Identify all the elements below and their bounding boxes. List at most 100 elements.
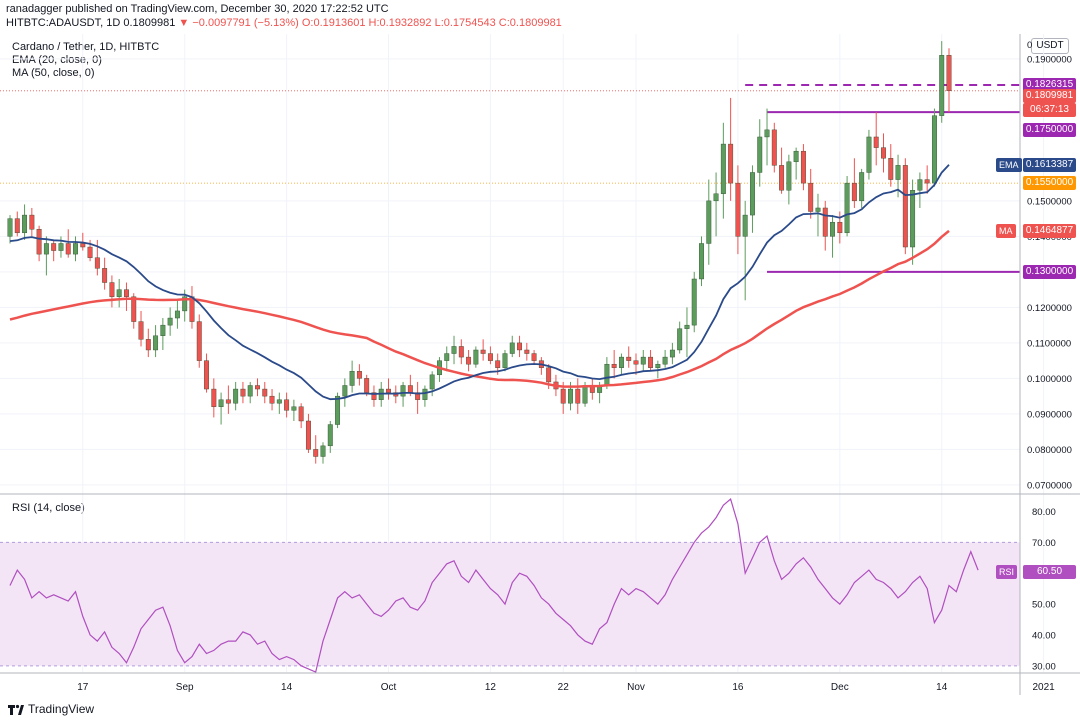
candle-body [648, 356, 654, 368]
candle [116, 278, 122, 308]
candle-body [116, 289, 122, 297]
candle [742, 200, 748, 301]
candle-body [822, 207, 828, 237]
pair-title[interactable]: Cardano / Tether, 1D, HITBTC [12, 41, 160, 53]
candle [356, 364, 362, 386]
level-low-tag[interactable]: 0.1300000 [1023, 264, 1076, 279]
candle-body [255, 385, 260, 390]
last-price: 0.1809981 [123, 17, 176, 29]
candle [902, 158, 908, 255]
last-price-tag[interactable]: 0.1809981 [1023, 88, 1076, 103]
candle [320, 442, 326, 464]
orange-level-tag[interactable]: 0.1550000 [1023, 176, 1076, 191]
candle-body [473, 349, 479, 365]
time-tick-label: 22 [558, 682, 570, 693]
time-tick-label: 14 [936, 682, 948, 693]
candle [706, 179, 712, 265]
candle-body [182, 296, 188, 312]
candle-body [757, 136, 763, 173]
candle-body [466, 356, 472, 365]
candle-body [400, 385, 406, 397]
candle [487, 346, 493, 365]
rsi-legend[interactable]: RSI (14, close) [12, 502, 85, 514]
candle [218, 392, 224, 425]
candle-body [371, 392, 377, 400]
candle [844, 176, 850, 237]
candle [757, 119, 763, 187]
candle [167, 307, 173, 336]
currency-badge[interactable]: USDT [1031, 38, 1069, 54]
candle-body [902, 165, 908, 248]
ma-tag-label: MA [996, 223, 1016, 238]
rsi-line [9, 498, 979, 673]
candle [422, 385, 428, 407]
candle-body [269, 395, 275, 404]
candle-body [866, 136, 872, 173]
price-tick-label: 0.0900000 [1027, 409, 1072, 420]
rsi-tick-label: 40.00 [1032, 630, 1056, 641]
candle [764, 108, 770, 166]
candle-body [233, 388, 239, 404]
candle [866, 129, 872, 180]
candle-body [779, 165, 785, 191]
candle [58, 236, 64, 258]
dashed-level-tag[interactable]: 0.1826315 [1023, 78, 1076, 92]
candle-body [509, 342, 515, 354]
candle-body [924, 179, 930, 184]
candle [589, 378, 595, 400]
candle [313, 435, 319, 464]
down-arrow-icon: ▼ [178, 17, 190, 29]
candle-body [160, 324, 166, 336]
level-high-tag[interactable]: 0.1750000 [1023, 123, 1076, 138]
candle [662, 349, 668, 368]
candle [728, 97, 734, 201]
candle-body [422, 388, 428, 400]
tradingview-logo-icon [8, 704, 24, 715]
candle [618, 353, 624, 375]
candle [51, 239, 57, 262]
candle [225, 385, 231, 414]
candle [342, 378, 348, 407]
candle-body [335, 395, 341, 425]
candle [881, 133, 886, 173]
candle [109, 275, 115, 308]
ma-legend[interactable]: MA (50, close, 0) [12, 67, 95, 79]
candle [262, 381, 268, 404]
candle-body [240, 388, 246, 397]
candle-body [546, 367, 552, 383]
price-change: −0.0097791 (−5.13%) [192, 17, 299, 29]
candle [22, 204, 28, 240]
candle [822, 200, 828, 251]
candle [276, 392, 282, 414]
candle [830, 215, 835, 258]
rsi-band [0, 542, 1020, 666]
candle [509, 335, 515, 358]
time-tick-label: 14 [281, 682, 293, 693]
candle-body [495, 360, 501, 368]
candle-body [364, 378, 370, 393]
candle [7, 215, 13, 244]
candle [204, 353, 209, 393]
ema-legend[interactable]: EMA (20, close, 0) [12, 54, 102, 66]
candle-body [291, 406, 297, 411]
candle-body [713, 193, 719, 202]
footer-brand[interactable]: TradingView [28, 702, 95, 716]
time-tick-label: 2021 [1033, 682, 1056, 693]
candle [538, 357, 544, 375]
candle-body [43, 243, 49, 255]
candle-body [94, 257, 100, 269]
candle-body [429, 374, 435, 390]
candle [677, 321, 683, 354]
time-tick-label: Sep [176, 682, 194, 693]
candle-body [138, 321, 144, 340]
candle-body [946, 55, 952, 92]
footer: TradingView [8, 702, 94, 716]
candle [145, 328, 151, 358]
candle [65, 229, 71, 258]
candle-body [327, 424, 333, 447]
price-tick-label: 0.1100000 [1027, 338, 1071, 349]
candle-body [58, 243, 64, 251]
candle [684, 307, 690, 358]
candle-body [444, 353, 450, 361]
